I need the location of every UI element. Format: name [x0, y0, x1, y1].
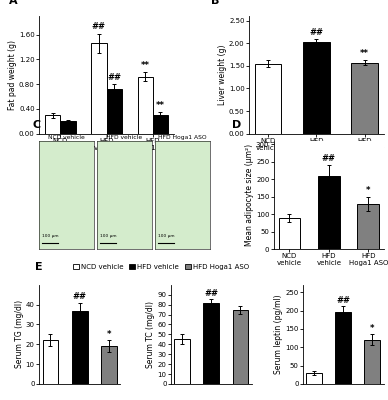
Bar — [279, 218, 300, 249]
Text: ##: ## — [204, 289, 218, 298]
Bar — [232, 310, 248, 384]
Bar — [335, 312, 352, 384]
Bar — [137, 77, 153, 134]
Text: A: A — [9, 0, 17, 6]
Bar — [43, 340, 59, 384]
Bar — [255, 64, 281, 134]
Text: E: E — [35, 262, 43, 272]
Bar — [318, 176, 340, 249]
Title: HFD Hoga1 ASO: HFD Hoga1 ASO — [158, 135, 207, 140]
Bar — [303, 42, 330, 134]
Bar — [175, 339, 191, 384]
Bar — [364, 340, 380, 384]
Text: 100 μm: 100 μm — [100, 234, 116, 238]
Text: *: * — [366, 186, 371, 195]
Bar — [60, 121, 76, 134]
Bar — [45, 115, 60, 134]
Bar — [100, 346, 116, 384]
Title: NCD vehicle: NCD vehicle — [48, 135, 85, 140]
Text: **: ** — [360, 49, 369, 58]
Text: *: * — [370, 324, 375, 333]
Bar — [352, 63, 378, 134]
Text: *: * — [106, 330, 111, 339]
Bar — [357, 204, 379, 249]
Text: **: ** — [141, 61, 150, 70]
Y-axis label: Mean adipocyte size (μm²): Mean adipocyte size (μm²) — [245, 144, 254, 246]
Bar — [307, 373, 322, 384]
Y-axis label: Serum TG (mg/dl): Serum TG (mg/dl) — [15, 300, 24, 368]
Bar — [203, 303, 220, 384]
Text: ##: ## — [73, 292, 87, 301]
Bar — [107, 89, 122, 134]
Bar — [91, 43, 107, 134]
Y-axis label: Fat pad weight (g): Fat pad weight (g) — [8, 40, 17, 110]
Y-axis label: Serum leptin (pg/ml): Serum leptin (pg/ml) — [274, 294, 283, 374]
Text: ##: ## — [322, 154, 336, 163]
Text: ##: ## — [336, 296, 350, 305]
Text: 100 μm: 100 μm — [158, 234, 175, 238]
Bar — [71, 310, 88, 384]
Text: ##: ## — [92, 22, 106, 32]
Bar — [153, 115, 168, 134]
Text: D: D — [232, 120, 241, 130]
Text: C: C — [32, 120, 40, 130]
Y-axis label: Liver weight (g): Liver weight (g) — [218, 45, 227, 105]
Title: HFD vehicle: HFD vehicle — [106, 135, 142, 140]
Text: ##: ## — [107, 73, 121, 82]
Text: **: ** — [156, 101, 165, 110]
Text: 100 μm: 100 μm — [42, 234, 58, 238]
Text: ##: ## — [309, 28, 324, 37]
Legend: NCD vehicle, HFD vehicle, HFD Hoga1 ASO: NCD vehicle, HFD vehicle, HFD Hoga1 ASO — [70, 261, 252, 273]
Y-axis label: Serum TC (mg/dl): Serum TC (mg/dl) — [147, 301, 156, 368]
Text: B: B — [211, 0, 219, 6]
